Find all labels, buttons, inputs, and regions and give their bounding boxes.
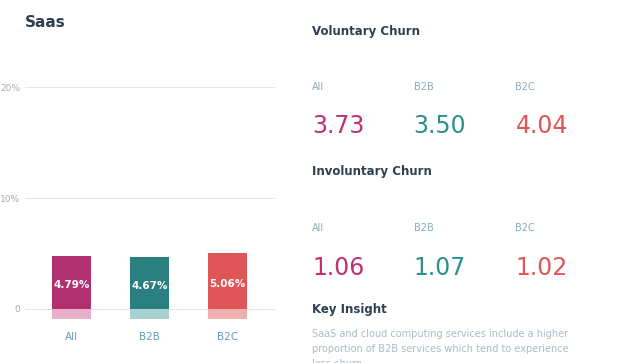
Text: B2B: B2B bbox=[414, 223, 434, 233]
Text: All: All bbox=[312, 82, 324, 92]
Text: 1.02: 1.02 bbox=[515, 256, 568, 280]
Text: 3.73: 3.73 bbox=[312, 114, 364, 138]
Text: Saas: Saas bbox=[25, 15, 66, 29]
Bar bbox=[208, 309, 247, 319]
Text: 5.06%: 5.06% bbox=[210, 279, 246, 289]
Text: Key Insight: Key Insight bbox=[312, 303, 387, 316]
Text: 4.79%: 4.79% bbox=[54, 280, 90, 290]
Text: SaaS and cloud computing services include a higher
proportion of B2B services wh: SaaS and cloud computing services includ… bbox=[312, 329, 568, 363]
Text: 4.04: 4.04 bbox=[515, 114, 568, 138]
Text: All: All bbox=[312, 223, 324, 233]
Bar bbox=[52, 309, 91, 319]
Text: 1.07: 1.07 bbox=[414, 256, 466, 280]
Bar bbox=[208, 253, 247, 309]
Bar bbox=[130, 309, 169, 319]
Text: B2B: B2B bbox=[414, 82, 434, 92]
Text: 3.50: 3.50 bbox=[414, 114, 466, 138]
Text: 1.06: 1.06 bbox=[312, 256, 364, 280]
Text: Involuntary Churn: Involuntary Churn bbox=[312, 165, 432, 178]
Text: B2C: B2C bbox=[515, 223, 535, 233]
Text: B2C: B2C bbox=[515, 82, 535, 92]
Text: Voluntary Churn: Voluntary Churn bbox=[312, 25, 420, 38]
Bar bbox=[52, 256, 91, 309]
Bar bbox=[130, 257, 169, 309]
Text: 4.67%: 4.67% bbox=[132, 281, 168, 291]
